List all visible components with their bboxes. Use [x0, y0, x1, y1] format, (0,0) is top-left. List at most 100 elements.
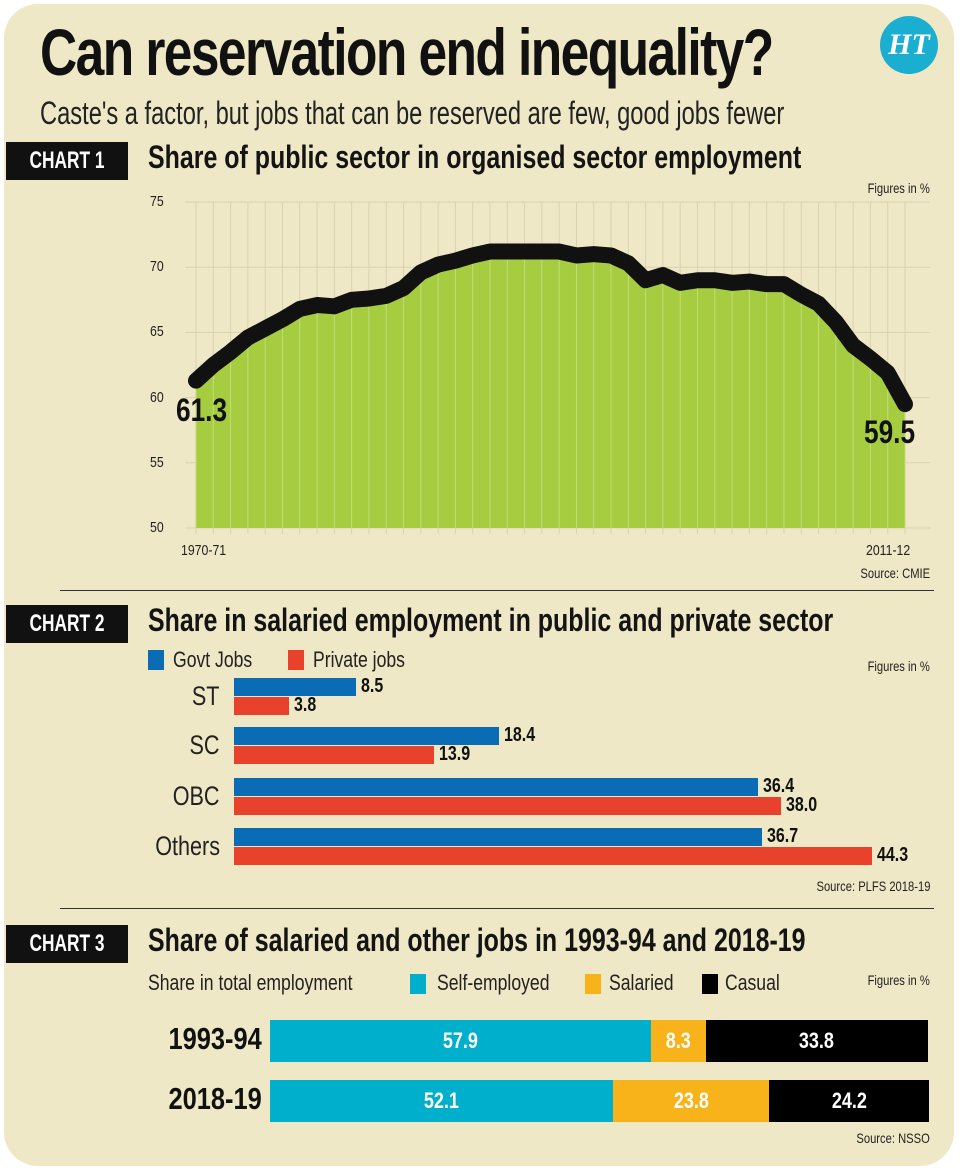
data-point	[506, 251, 508, 253]
y-tick-label: 70	[150, 258, 167, 275]
data-point	[679, 282, 681, 284]
legend-label-govt: Govt Jobs	[173, 647, 253, 672]
year-label-text: 1993-94	[168, 1021, 262, 1056]
bar-value-label-text: 36.4	[763, 775, 795, 797]
data-point	[524, 251, 526, 253]
chart1-source: Source: CMIE	[860, 565, 930, 581]
data-point	[351, 299, 353, 301]
bar-govt	[234, 678, 357, 696]
y-tick-label-text: 55	[150, 453, 164, 471]
chart1-badge: CHART 1	[6, 142, 128, 180]
data-point	[489, 251, 491, 253]
data-point	[748, 281, 750, 283]
data-point	[281, 318, 283, 320]
series-line	[188, 243, 913, 413]
data-point	[575, 254, 577, 256]
bar-value-label-text: 3.8	[293, 694, 316, 716]
segment-casual-text: 24.2	[831, 1088, 867, 1113]
segment-salaried: 8.3	[650, 1020, 706, 1062]
data-point	[869, 357, 871, 359]
chart2-badge: CHART 2	[6, 605, 128, 643]
segment-self-employed-text: 52.1	[423, 1088, 459, 1113]
chart3-legend-title: Share in total employment	[148, 970, 353, 995]
bar-govt	[234, 778, 759, 796]
data-point	[627, 262, 629, 264]
bar-private	[234, 697, 289, 715]
data-point	[541, 251, 543, 253]
chart3-title: Share of salaried and other jobs in 1993…	[148, 922, 806, 958]
segment-casual: 33.8	[705, 1020, 928, 1062]
data-point	[731, 282, 733, 284]
data-point	[645, 279, 647, 281]
category-label: SC	[100, 730, 220, 761]
data-point	[714, 279, 716, 281]
y-tick-label-text: 70	[150, 258, 164, 276]
data-point	[368, 297, 370, 299]
bar-govt	[234, 828, 763, 846]
segment-self-employed-text: 57.9	[442, 1028, 479, 1053]
data-point	[696, 279, 698, 281]
bar-value-label: 18.4	[504, 724, 543, 747]
infographic-card	[4, 4, 954, 1166]
y-tick-label: 65	[150, 323, 167, 340]
chart2-units-note: Figures in %	[867, 658, 930, 674]
ht-logo: HT	[880, 16, 938, 74]
data-point	[783, 283, 785, 285]
bar-value-label: 44.3	[877, 844, 916, 867]
data-point	[264, 327, 266, 329]
bar-value-label-text: 8.5	[361, 675, 384, 697]
data-point	[247, 337, 249, 339]
y-tick-label: 55	[150, 454, 167, 471]
legend-label-private: Private jobs	[313, 647, 405, 672]
data-point	[887, 372, 889, 374]
data-point	[818, 303, 820, 305]
data-point	[230, 351, 232, 353]
bar-private	[234, 847, 872, 865]
bar-value-label-text: 18.4	[503, 724, 536, 746]
chart1-units-note: Figures in %	[867, 180, 930, 196]
legend-label-self-employed: Self-employed	[437, 970, 550, 995]
legend-swatch-casual	[702, 974, 718, 994]
data-point	[904, 403, 906, 405]
bar-value-label: 13.9	[439, 743, 478, 766]
legend-swatch-self-employed	[410, 974, 426, 994]
data-point	[437, 264, 439, 266]
category-label: ST	[100, 681, 220, 712]
bar-govt	[234, 727, 499, 745]
y-tick-label: 60	[150, 389, 167, 406]
legend-label-casual: Casual	[725, 970, 780, 995]
bar-value-label-text: 38.0	[786, 794, 818, 816]
bar-value-label: 8.5	[361, 675, 389, 698]
category-label: OBC	[100, 781, 220, 812]
data-point	[472, 254, 474, 256]
y-tick-label: 75	[150, 193, 167, 210]
segment-self-employed: 57.9	[270, 1020, 651, 1062]
end-value-label: 59.5	[864, 414, 916, 450]
data-point	[195, 380, 197, 382]
legend-label-salaried: Salaried	[609, 970, 674, 995]
data-point	[316, 304, 318, 306]
year-label: 2018-19	[62, 1081, 262, 1117]
page-subtitle: Caste's a factor, but jobs that can be r…	[40, 95, 785, 131]
bar-value-label: 36.7	[767, 825, 806, 848]
chart1-title: Share of public sector in organised sect…	[148, 139, 802, 175]
page-title: Can reservation end inequality?	[40, 15, 774, 89]
category-label: Others	[100, 831, 220, 862]
segment-self-employed: 52.1	[270, 1080, 613, 1122]
bar-value-label: 38.0	[786, 794, 825, 817]
x-tick-label-end: 2011-12	[866, 542, 911, 559]
segment-casual: 24.2	[769, 1080, 929, 1122]
data-point	[299, 308, 301, 310]
y-tick-label-text: 50	[150, 519, 164, 536]
year-label-text: 2018-19	[168, 1081, 262, 1116]
data-point	[835, 321, 837, 323]
segment-salaried-text: 23.8	[673, 1088, 709, 1113]
data-point	[852, 344, 854, 346]
legend-swatch-salaried	[585, 974, 601, 994]
data-point	[610, 254, 612, 256]
bar-private	[234, 746, 435, 764]
y-tick-label-text: 75	[150, 193, 164, 210]
y-tick-label-text: 60	[150, 388, 164, 406]
divider	[60, 908, 934, 909]
